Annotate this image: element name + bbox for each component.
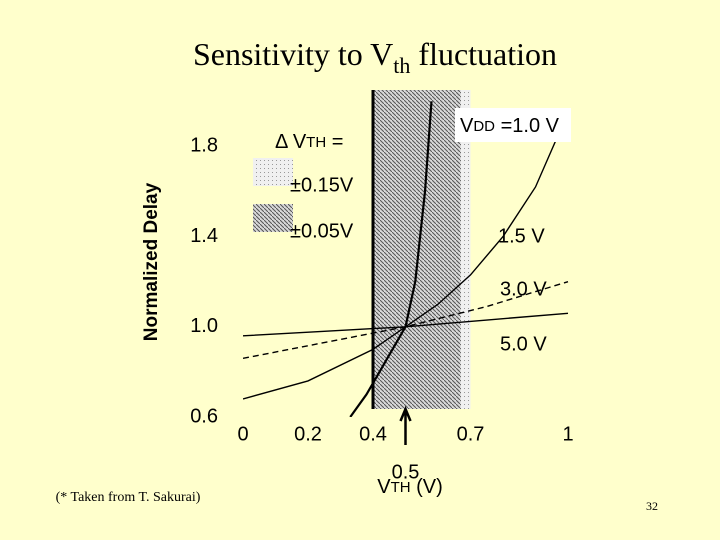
x-tick-arrow [399, 405, 412, 445]
y-tick-label: 0.6 [190, 405, 218, 427]
vdd-label: VDD =1.0 V [460, 115, 560, 137]
x-tick-label: 1 [562, 423, 573, 445]
y-tick-label: 1.8 [190, 135, 218, 157]
legend-title-part: Δ V [275, 131, 307, 153]
legend-swatch [253, 158, 293, 186]
x-tick-label: 0 [237, 423, 248, 445]
vdd-label-part: V [460, 115, 474, 137]
series-line [243, 312, 569, 337]
legend-label: ±0.15V [290, 174, 354, 196]
x-tick-label: 0.2 [294, 423, 322, 445]
legend-title-part: = [326, 131, 343, 153]
x-tick-label: 0.5 [392, 461, 420, 483]
legend-title: Δ VTH = [275, 131, 343, 153]
chart-title: Sensitivity to Vth fluctuation [193, 36, 557, 78]
series-label: 5.0 V [500, 333, 547, 355]
x-axis-label: VTH (V) [377, 476, 443, 498]
page-number: 32 [646, 499, 658, 513]
vdd-label-part: = [495, 115, 512, 137]
y-axis-label: Normalized Delay [141, 182, 162, 341]
series-label: 1.5 V [498, 225, 545, 247]
legend-title-part: TH [306, 134, 326, 151]
x-tick-label: 0.4 [359, 423, 387, 445]
x-tick-label: 0.7 [457, 423, 485, 445]
series-label: 3.0 V [500, 278, 547, 300]
y-tick-label: 1.4 [190, 225, 218, 247]
source-note: (* Taken from T. Sakurai) [56, 490, 201, 505]
legend-label: ±0.05V [290, 220, 354, 242]
series-line [243, 112, 569, 400]
vdd-label-part: DD [473, 118, 495, 135]
vdd-box [455, 108, 571, 142]
series-line [349, 101, 433, 417]
y-tick-label: 1.0 [190, 315, 218, 337]
legend-swatch [253, 204, 293, 232]
series-label: 1.0 V [512, 115, 559, 137]
lines [243, 101, 569, 417]
